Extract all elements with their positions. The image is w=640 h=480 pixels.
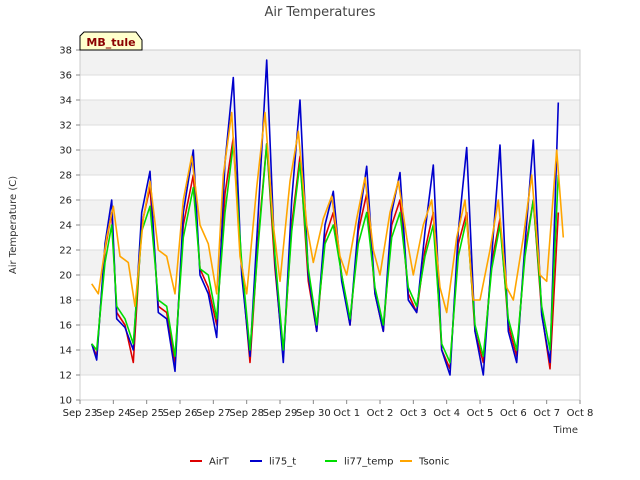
legend: AirT li75_t li77_temp Tsonic xyxy=(190,457,449,468)
plot-band xyxy=(80,300,580,325)
series-layer xyxy=(90,59,565,376)
site-badge: MB_tule xyxy=(79,31,143,51)
plot-band xyxy=(80,50,580,75)
x-tick-label: Oct 1 xyxy=(333,408,360,419)
y-tick-label: 16 xyxy=(59,321,72,332)
site-badge-label: MB_tule xyxy=(86,36,135,49)
plot-band xyxy=(80,275,580,300)
series-line-li77-temp xyxy=(91,143,560,364)
y-tick-label: 26 xyxy=(59,196,72,207)
plot-band xyxy=(80,125,580,150)
legend-label: Tsonic xyxy=(418,457,449,468)
legend-label: li77_temp xyxy=(344,457,393,468)
legend-label: li75_t xyxy=(269,457,296,468)
x-tick-label: Oct 3 xyxy=(400,408,427,419)
plot-band xyxy=(80,375,580,400)
x-tick-label: Sep 29 xyxy=(263,408,298,419)
y-tick-label: 38 xyxy=(59,46,72,57)
x-tick-label: Oct 2 xyxy=(367,408,394,419)
y-axis: 10 12 14 16 18 20 22 24 26 28 30 32 34 36 38 xyxy=(59,46,80,407)
plot-band xyxy=(80,75,580,100)
site-badge-shape xyxy=(79,31,143,51)
plot-band xyxy=(80,350,580,375)
y-tick-label: 10 xyxy=(59,396,72,407)
x-tick-label: Oct 4 xyxy=(433,408,460,419)
x-tick-label: Sep 27 xyxy=(196,408,231,419)
x-tick-label: Oct 6 xyxy=(500,408,527,419)
x-tick-label: Oct 7 xyxy=(533,408,560,419)
x-axis-title: Time xyxy=(553,425,578,436)
legend-label: AirT xyxy=(209,457,230,468)
y-tick-label: 28 xyxy=(59,171,72,182)
y-axis-title: Air Temperature (C) xyxy=(8,176,19,274)
y-tick-label: 34 xyxy=(59,96,72,107)
x-tick-label: Oct 5 xyxy=(467,408,494,419)
y-tick-label: 32 xyxy=(59,121,72,132)
y-tick-label: 36 xyxy=(59,71,72,82)
x-tick-label: Sep 30 xyxy=(296,408,331,419)
y-tick-label: 12 xyxy=(59,371,72,382)
y-tick-label: 24 xyxy=(59,221,72,232)
x-tick-label: Sep 24 xyxy=(96,408,131,419)
series-line-tsonic xyxy=(91,111,565,314)
y-tick-label: 30 xyxy=(59,146,72,157)
x-tick-label: Sep 25 xyxy=(129,408,164,419)
plot-band xyxy=(80,150,580,175)
y-tick-label: 22 xyxy=(59,246,72,257)
y-tick-label: 20 xyxy=(59,271,72,282)
x-tick-label: Sep 26 xyxy=(163,408,198,419)
x-tick-label: Oct 8 xyxy=(567,408,594,419)
plot-band xyxy=(80,100,580,125)
plot-band xyxy=(80,325,580,350)
x-tick-label: Sep 23 xyxy=(63,408,98,419)
y-tick-label: 14 xyxy=(59,346,72,357)
y-tick-label: 18 xyxy=(59,296,72,307)
x-tick-label: Sep 28 xyxy=(229,408,264,419)
plot-band xyxy=(80,175,580,200)
chart-title: Air Temperatures xyxy=(264,5,375,20)
